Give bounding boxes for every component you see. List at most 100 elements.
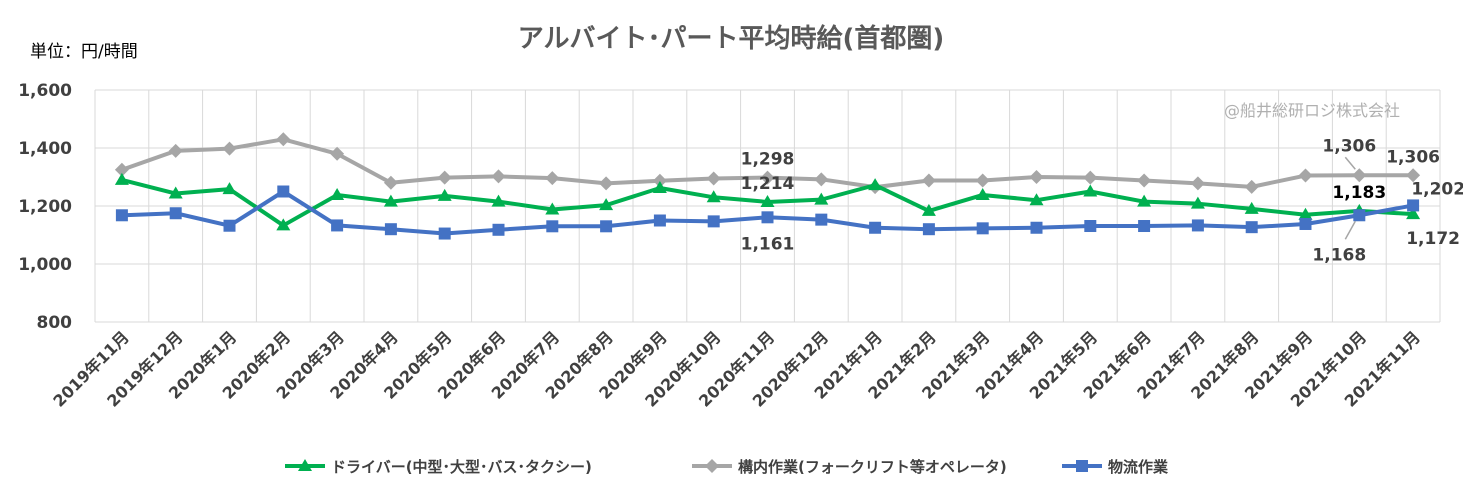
- triangle-marker: [1298, 207, 1313, 220]
- legend: ドライバー(中型･大型･バス･タクシー) 構内作業(フォークリフト等オペレータ) 物…: [285, 458, 1169, 476]
- series-diamond: [114, 132, 1421, 195]
- triangle-marker: [599, 198, 614, 211]
- y-tick-label: 800: [37, 313, 73, 333]
- square-marker: [653, 214, 666, 227]
- unit-label: 単位：円/時間: [30, 42, 138, 62]
- triangle-marker: [921, 203, 936, 216]
- diamond-marker: [491, 169, 506, 184]
- square-marker: [1407, 199, 1420, 212]
- triangle-marker: [1083, 184, 1098, 197]
- series-square: [115, 185, 1420, 240]
- data-label: 1,202: [1411, 179, 1463, 199]
- diamond-marker: [383, 175, 398, 190]
- square-marker: [976, 222, 989, 235]
- triangle-marker: [330, 187, 345, 200]
- square-marker: [1084, 220, 1097, 233]
- data-label: 1,183: [1332, 183, 1386, 203]
- leader-line: [1344, 156, 1356, 170]
- square-marker: [1353, 209, 1366, 222]
- square-marker: [1299, 217, 1312, 230]
- chart-title: アルバイト･パート平均時給(首都圏): [518, 23, 945, 54]
- triangle-marker: [222, 182, 237, 195]
- square-marker: [1030, 221, 1043, 234]
- triangle-marker: [760, 194, 775, 207]
- square-marker: [438, 227, 451, 240]
- diamond-marker: [330, 146, 345, 161]
- square-marker: [1076, 460, 1088, 472]
- data-label: 1,306: [1386, 147, 1440, 167]
- square-marker: [815, 213, 828, 226]
- data-label: 1,168: [1312, 245, 1366, 265]
- square-marker: [169, 207, 182, 220]
- square-marker: [1191, 219, 1204, 232]
- square-marker: [115, 209, 128, 222]
- square-marker: [922, 223, 935, 236]
- triangle-marker: [114, 172, 129, 185]
- square-marker: [277, 185, 290, 198]
- square-marker: [600, 220, 613, 233]
- x-axis: 2019年11月2019年12月2020年1月2020年2月2020年3月202…: [49, 327, 1424, 410]
- triangle-marker: [1244, 201, 1259, 214]
- legend-label: 物流作業: [1108, 458, 1169, 476]
- triangle-marker: [491, 194, 506, 207]
- diamond-marker: [276, 132, 291, 147]
- data-label: 1,214: [741, 174, 795, 194]
- y-tick-label: 1,200: [18, 197, 72, 217]
- y-tick-label: 1,600: [18, 81, 72, 101]
- y-tick-label: 1,000: [18, 255, 72, 275]
- diamond-marker: [1352, 168, 1367, 183]
- diamond-marker: [1083, 170, 1098, 185]
- square-marker: [223, 219, 236, 232]
- data-label: 1,161: [741, 234, 795, 254]
- diamond-marker: [1298, 168, 1313, 183]
- diamond-marker: [1137, 173, 1152, 188]
- diamond-marker: [168, 143, 183, 158]
- diamond-marker: [705, 459, 719, 473]
- legend-item: 構内作業(フォークリフト等オペレータ): [692, 458, 1007, 476]
- leader-line: [1344, 220, 1356, 240]
- triangle-marker: [1406, 207, 1421, 220]
- data-label: 1,298: [741, 150, 795, 170]
- square-marker: [331, 219, 344, 232]
- diamond-marker: [760, 170, 775, 185]
- diamond-marker: [1244, 179, 1259, 194]
- triangle-marker: [868, 178, 883, 191]
- diamond-marker: [921, 173, 936, 188]
- square-marker: [1138, 220, 1151, 233]
- diamond-marker: [1190, 176, 1205, 191]
- triangle-marker: [652, 181, 667, 194]
- legend-label: ドライバー(中型･大型･バス･タクシー): [331, 458, 592, 476]
- y-axis: 1,600 1,400 1,200 1,000 800: [18, 81, 72, 333]
- square-marker: [869, 221, 882, 234]
- square-marker: [492, 223, 505, 236]
- y-tick-label: 1,400: [18, 139, 72, 159]
- diamond-marker: [222, 141, 237, 156]
- square-marker: [384, 223, 397, 236]
- diamond-marker: [545, 171, 560, 186]
- diamond-marker: [114, 162, 129, 177]
- square-marker: [761, 211, 774, 224]
- diamond-marker: [1029, 170, 1044, 184]
- triangle-marker: [1137, 194, 1152, 207]
- diamond-marker: [814, 172, 829, 187]
- diamond-marker: [706, 171, 721, 186]
- triangle-marker: [168, 186, 183, 199]
- legend-item: ドライバー(中型･大型･バス･タクシー): [285, 458, 592, 476]
- triangle-marker: [298, 459, 312, 471]
- square-marker: [546, 220, 559, 233]
- diamond-marker: [437, 170, 452, 185]
- series-group: [114, 132, 1421, 240]
- data-label: 1,306: [1322, 136, 1376, 156]
- diamond-marker: [1406, 168, 1421, 183]
- triangle-marker: [383, 194, 398, 207]
- triangle-marker: [437, 188, 452, 201]
- triangle-marker: [1190, 196, 1205, 209]
- diamond-marker: [975, 173, 990, 188]
- diamond-marker: [652, 173, 667, 188]
- series-triangle: [114, 172, 1421, 231]
- diamond-marker: [599, 176, 614, 191]
- triangle-marker: [706, 190, 721, 203]
- legend-item: 物流作業: [1062, 458, 1169, 476]
